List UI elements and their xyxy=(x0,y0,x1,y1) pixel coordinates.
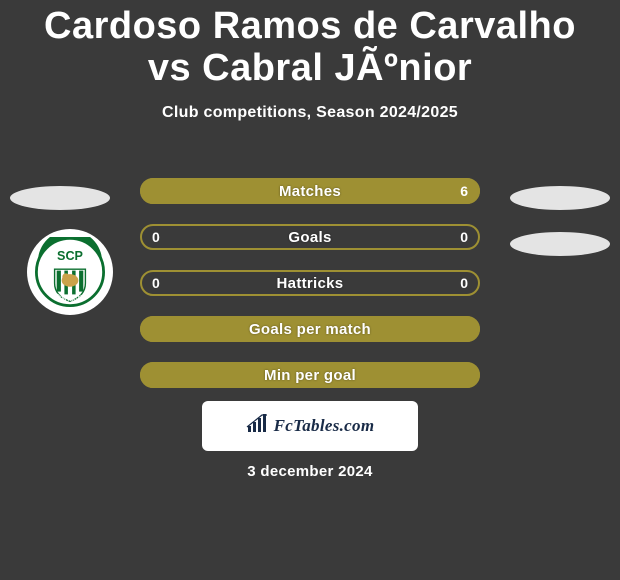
stat-label: Hattricks xyxy=(277,275,344,292)
stat-right-value: 0 xyxy=(460,275,468,291)
stat-label: Min per goal xyxy=(264,367,356,384)
side-ellipse-right-1 xyxy=(510,232,610,256)
subtitle: Club competitions, Season 2024/2025 xyxy=(0,104,620,122)
stat-left-value: 0 xyxy=(152,275,160,291)
stat-bar-min-per-goal: Min per goal xyxy=(140,362,480,388)
club-logo-left: SCP PORTUGAL xyxy=(27,229,113,315)
svg-text:SCP: SCP xyxy=(57,249,83,263)
stat-bar-matches: Matches 6 xyxy=(140,178,480,204)
stat-label: Matches xyxy=(279,183,341,200)
stat-left-value: 0 xyxy=(152,229,160,245)
side-ellipse-right-0 xyxy=(510,186,610,210)
fctables-text: FcTables.com xyxy=(274,416,375,436)
fctables-watermark: FcTables.com xyxy=(202,401,418,451)
date-text: 3 december 2024 xyxy=(0,463,620,480)
stat-bar-hattricks: 0 Hattricks 0 xyxy=(140,270,480,296)
side-ellipse-left-0 xyxy=(10,186,110,210)
stat-row: Goals per match xyxy=(0,306,620,352)
stat-label: Goals per match xyxy=(249,321,371,338)
page-title: Cardoso Ramos de Carvalho vs Cabral JÃºn… xyxy=(0,0,620,90)
stat-right-value: 6 xyxy=(460,183,468,199)
club-logo-svg: SCP PORTUGAL xyxy=(35,237,105,307)
stat-right-value: 0 xyxy=(460,229,468,245)
stat-bar-goals-per-match: Goals per match xyxy=(140,316,480,342)
stat-label: Goals xyxy=(288,229,331,246)
stat-row: Min per goal xyxy=(0,352,620,398)
stat-bar-goals: 0 Goals 0 xyxy=(140,224,480,250)
chart-bars-icon xyxy=(246,414,268,438)
